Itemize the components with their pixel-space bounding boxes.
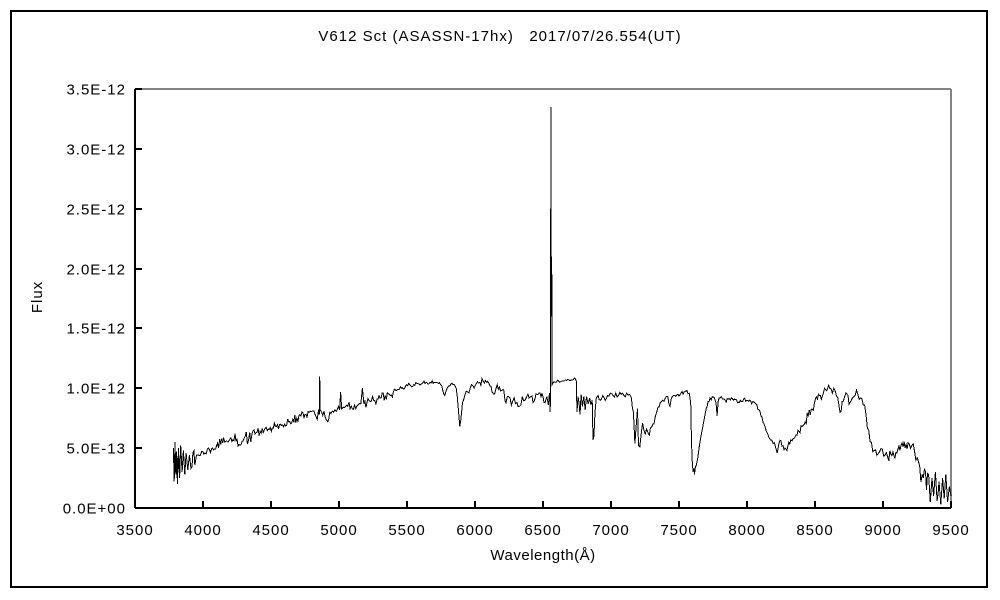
x-tick-label: 8500: [796, 522, 833, 539]
x-tick-label: 9000: [864, 522, 901, 539]
x-tick-label: 7500: [660, 522, 697, 539]
spectrum-line: [172, 106, 952, 505]
chart-title: V612 Sct (ASASSN-17hx) 2017/07/26.554(UT…: [318, 28, 682, 45]
y-tick-label: 3.5E-12: [66, 81, 126, 98]
x-tick-label: 5500: [388, 522, 425, 539]
x-axis-label: Wavelength(Å): [490, 547, 596, 564]
x-tick-label: 4500: [252, 522, 289, 539]
x-tick-label: 6500: [524, 522, 561, 539]
y-tick-label: 3.0E-12: [66, 141, 126, 158]
y-tick-label: 1.0E-12: [66, 380, 126, 397]
x-tick-label: 3500: [116, 522, 153, 539]
x-tick-label: 9500: [932, 522, 969, 539]
x-tick-label: 5000: [320, 522, 357, 539]
x-tick-label: 8000: [728, 522, 765, 539]
y-tick-label: 5.0E-13: [66, 440, 126, 457]
y-tick-label: 2.0E-12: [66, 261, 126, 278]
y-tick-label: 2.5E-12: [66, 201, 126, 218]
y-tick-label: 1.5E-12: [66, 320, 126, 337]
y-tick-label: 0.0E+00: [63, 500, 126, 517]
x-tick-label: 7000: [592, 522, 629, 539]
figure-border: [10, 10, 988, 588]
x-tick-label: 6000: [456, 522, 493, 539]
x-tick-label: 4000: [184, 522, 221, 539]
